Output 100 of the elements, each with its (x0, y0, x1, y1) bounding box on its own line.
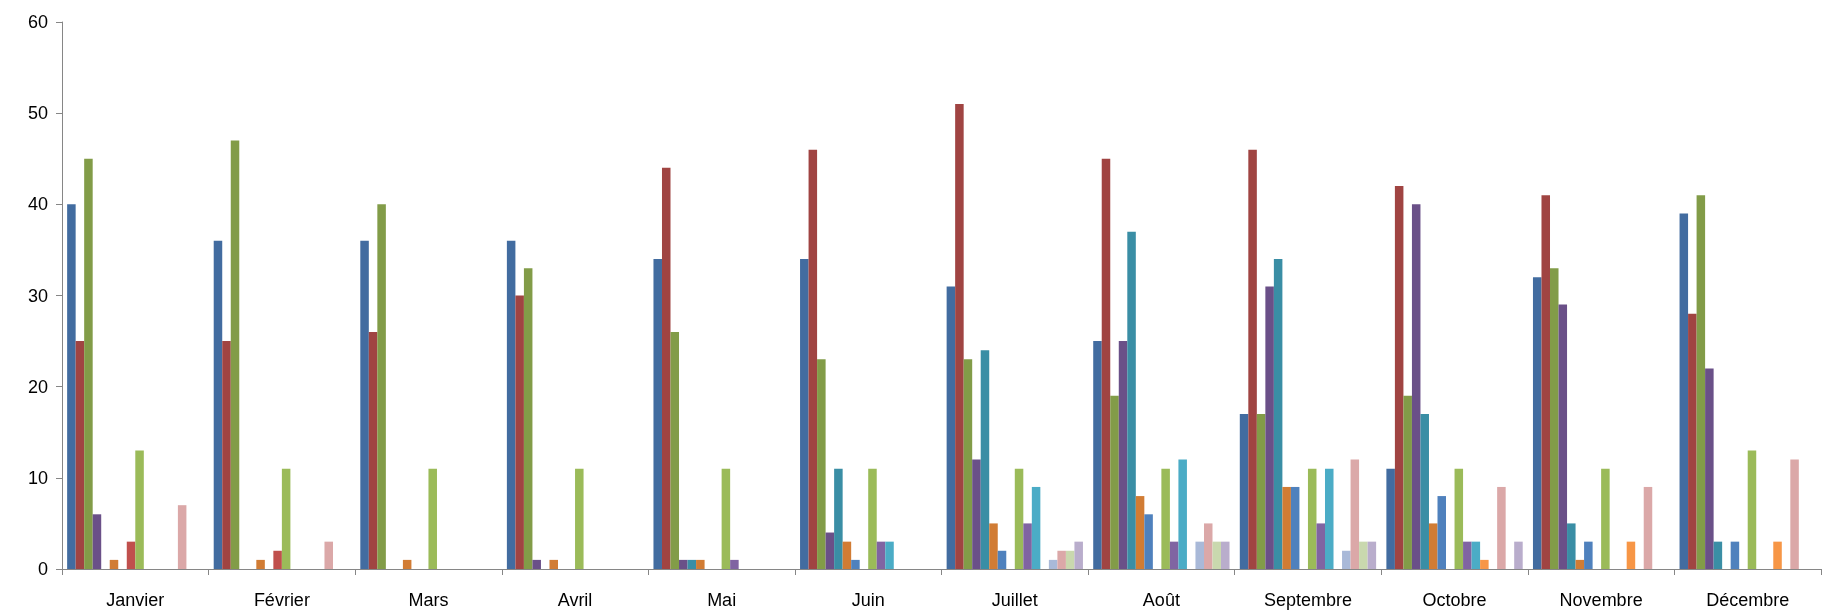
bar (1454, 468, 1464, 569)
bar (532, 559, 541, 569)
bar (230, 140, 240, 569)
bar (1031, 486, 1041, 569)
bar (1203, 523, 1213, 569)
bar (1350, 459, 1360, 569)
bar (1428, 523, 1438, 569)
x-tick-label: Septembre (1263, 590, 1352, 610)
bar (84, 158, 93, 569)
bar (1497, 486, 1506, 569)
bar (1265, 286, 1274, 569)
bar (876, 541, 886, 569)
bar (661, 167, 671, 569)
bar (1773, 541, 1782, 569)
bar (1342, 550, 1351, 569)
x-tick-label: Décembre (1706, 590, 1790, 610)
y-tick-label: 10 (27, 467, 48, 488)
bar (885, 541, 894, 569)
bar (868, 468, 877, 569)
bar (377, 204, 386, 569)
bar (817, 359, 826, 569)
bar (721, 468, 731, 569)
bar (177, 505, 187, 569)
bar (1144, 514, 1153, 569)
bar (800, 259, 809, 569)
bar (506, 240, 516, 569)
bar (109, 559, 119, 569)
bar (1679, 213, 1689, 569)
bar (1713, 541, 1723, 569)
bar (75, 341, 85, 569)
bar (1195, 541, 1204, 569)
bar (324, 541, 333, 569)
bar (428, 468, 437, 569)
bar (1386, 468, 1395, 569)
bar (653, 259, 662, 569)
bar (1048, 559, 1058, 569)
bar (1282, 486, 1291, 569)
bar (1273, 259, 1283, 569)
bar (1626, 541, 1636, 569)
x-tick-label: Février (253, 590, 310, 610)
x-tick-label: Mars (408, 590, 449, 610)
bar (1110, 395, 1119, 569)
bar (1057, 550, 1066, 569)
bar (1790, 459, 1799, 569)
bar (1394, 186, 1404, 569)
y-tick-label: 0 (37, 559, 48, 579)
bar (92, 514, 102, 569)
bar (1212, 541, 1222, 569)
bar (523, 268, 533, 569)
bar (1480, 559, 1489, 569)
bar (1248, 149, 1257, 569)
bar (1256, 414, 1266, 569)
bar (1643, 486, 1653, 569)
bar (1367, 541, 1377, 569)
bar (1014, 468, 1024, 569)
x-tick-label: Juillet (991, 590, 1038, 610)
bar (670, 331, 680, 569)
bar (1514, 541, 1523, 569)
bar (1584, 541, 1593, 569)
bar (515, 295, 524, 569)
bar (1359, 541, 1368, 569)
bar (360, 240, 369, 569)
bar (1065, 550, 1075, 569)
bar (281, 468, 291, 569)
bar (402, 559, 412, 569)
bar (1558, 304, 1568, 569)
bar (997, 550, 1007, 569)
bar (696, 559, 705, 569)
bar (1411, 204, 1421, 569)
bar (1705, 368, 1714, 569)
bar (963, 359, 973, 569)
bar (1290, 486, 1300, 569)
bar (825, 532, 835, 569)
bar (1550, 268, 1559, 569)
bar (213, 240, 223, 569)
bar (575, 468, 584, 569)
bar (549, 559, 558, 569)
bar (1221, 541, 1230, 569)
bar (1118, 341, 1128, 569)
bar (1023, 523, 1032, 569)
bar (126, 541, 136, 569)
bar (842, 541, 852, 569)
bar (1074, 541, 1083, 569)
bar (1316, 523, 1325, 569)
bar (1161, 468, 1170, 569)
bar (222, 341, 231, 569)
x-tick-label: Novembre (1559, 590, 1643, 610)
x-tick-label: Mai (707, 590, 737, 610)
bar (1178, 459, 1187, 569)
bar (1747, 450, 1757, 569)
bar (256, 559, 265, 569)
bar (1575, 559, 1585, 569)
bar (1601, 468, 1610, 569)
bar (1688, 313, 1697, 569)
bar (1567, 523, 1576, 569)
bar (1437, 496, 1447, 569)
bar (955, 104, 964, 569)
bar (1169, 541, 1179, 569)
bar (687, 559, 697, 569)
bar (1239, 414, 1249, 569)
